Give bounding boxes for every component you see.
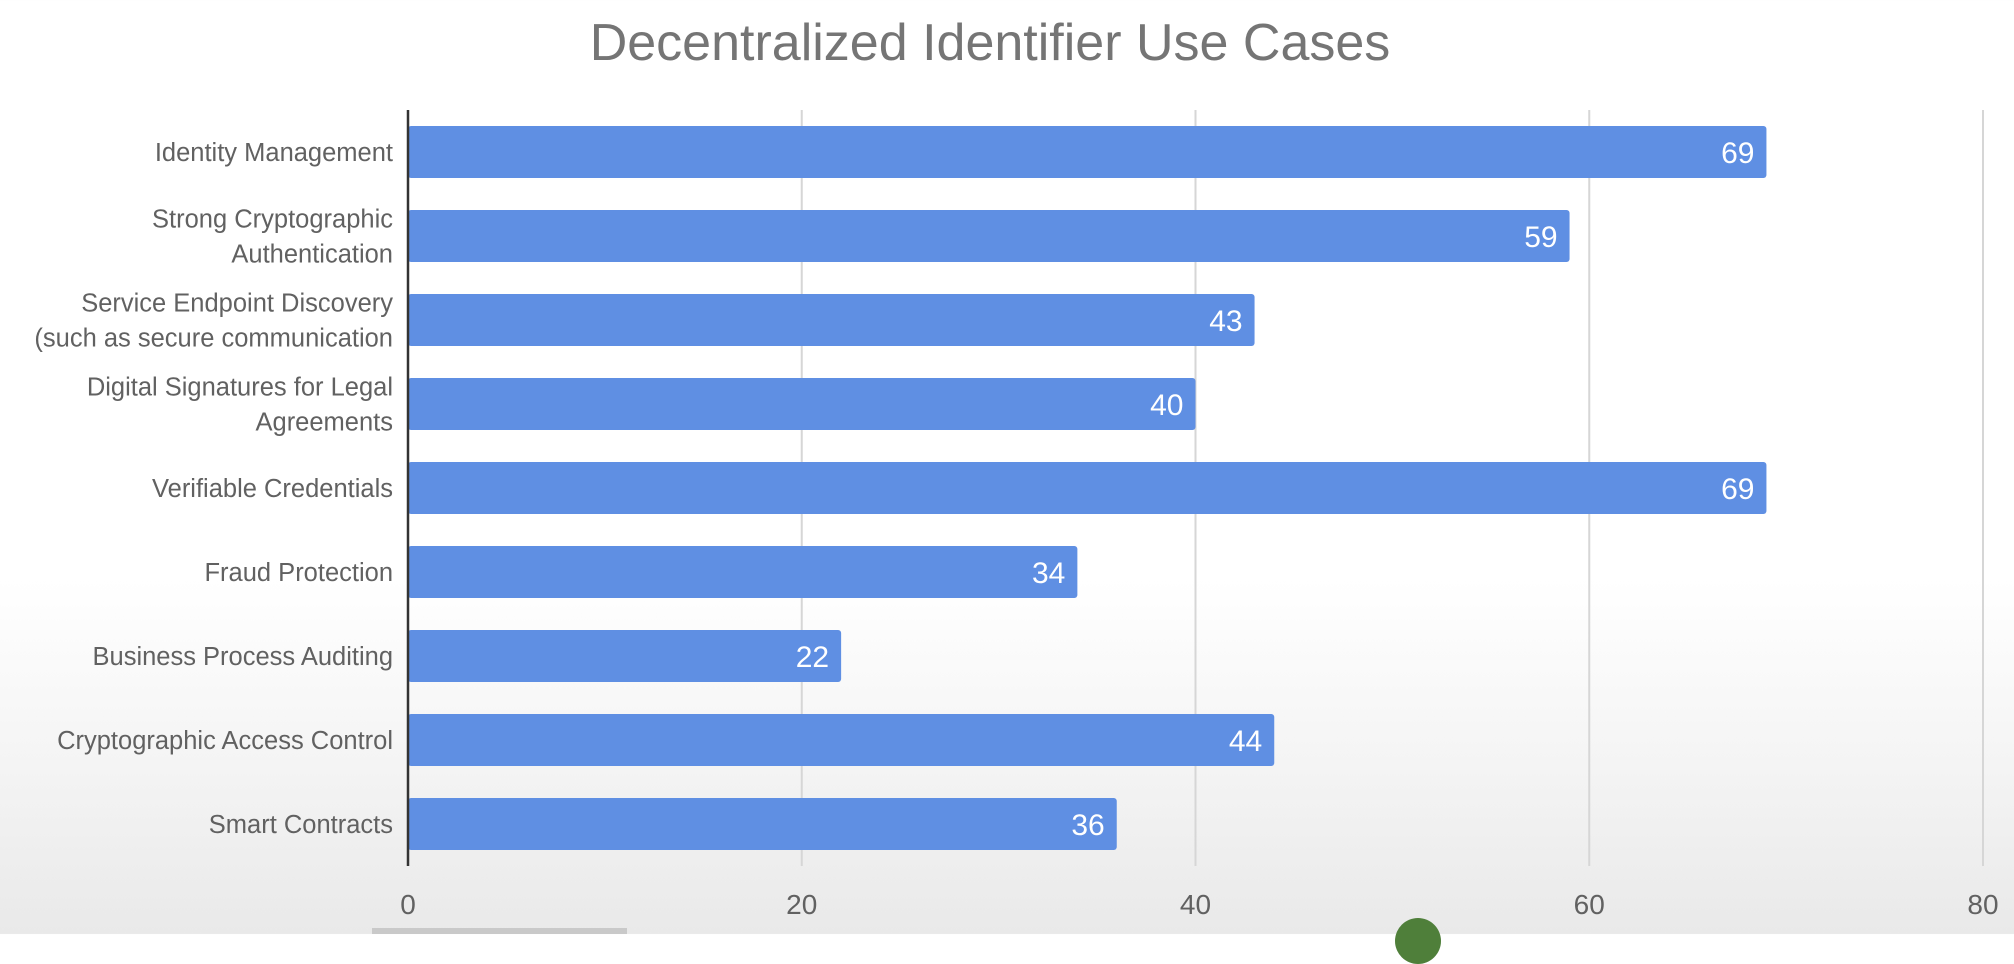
- category-label-9: Smart Contracts: [209, 811, 393, 839]
- bar-3: [408, 294, 1255, 346]
- category-label-8: Cryptographic Access Control: [57, 727, 393, 755]
- category-label-6: Fraud Protection: [204, 559, 393, 587]
- bar-1: [408, 126, 1767, 178]
- data-label-7: 22: [796, 641, 829, 674]
- chart-area: Decentralized Identifier Use Cases 69 59 4…: [34, 14, 1999, 964]
- bar-4: [408, 378, 1196, 430]
- data-label-2: 59: [1524, 221, 1557, 254]
- data-label-9: 36: [1071, 809, 1104, 842]
- bars: 69 59 43 40 69 34 22 44 36: [408, 126, 1767, 850]
- x-tick-label-60: 60: [1574, 889, 1605, 920]
- category-labels: Identity Management Strong Cryptographic A…: [34, 139, 393, 839]
- bar-2: [408, 210, 1570, 262]
- bar-7: [408, 630, 842, 682]
- chart-title: Decentralized Identifier Use Cases: [590, 14, 1391, 72]
- category-label-7: Business Process Auditing: [93, 643, 394, 671]
- x-tick-label-20: 20: [786, 889, 817, 920]
- x-tick-label-0: 0: [400, 889, 416, 920]
- data-label-5: 69: [1721, 473, 1754, 506]
- bar-5: [408, 462, 1767, 514]
- category-label-3: Service Endpoint Discovery (such as secur…: [34, 290, 393, 353]
- category-label-4: Digital Signatures for Legal Agreements: [87, 374, 393, 437]
- bar-8: [408, 714, 1275, 766]
- x-axis-tick-labels: 0 20 40 60 80: [400, 889, 1998, 920]
- data-label-4: 40: [1150, 389, 1183, 422]
- bar-chart: Decentralized Identifier Use Cases 69 59 4…: [34, 14, 1998, 920]
- video-progress-bar: [372, 928, 627, 934]
- bar-9: [408, 798, 1117, 850]
- bar-6: [408, 546, 1078, 598]
- data-label-6: 34: [1032, 557, 1065, 590]
- category-label-2: Strong Cryptographic Authentication: [152, 206, 393, 269]
- data-label-1: 69: [1721, 137, 1754, 170]
- category-label-1: Identity Management: [155, 139, 393, 167]
- data-label-8: 44: [1229, 725, 1262, 758]
- x-tick-label-80: 80: [1967, 889, 1998, 920]
- category-label-5: Verifiable Credentials: [152, 475, 393, 503]
- x-tick-label-40: 40: [1180, 889, 1211, 920]
- presenter-avatar: [1395, 918, 1441, 964]
- data-label-3: 43: [1209, 305, 1242, 338]
